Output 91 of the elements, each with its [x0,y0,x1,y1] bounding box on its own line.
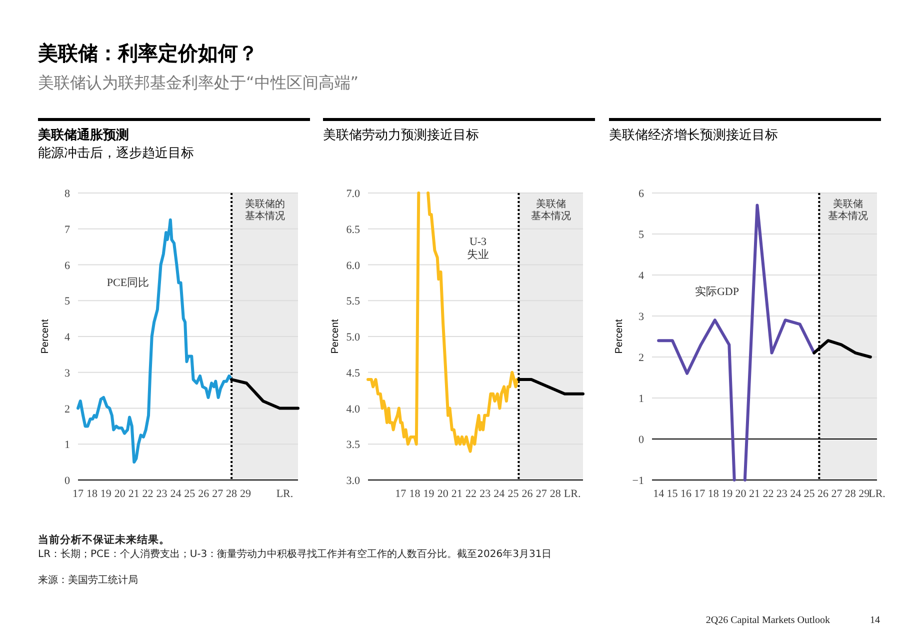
x-tick-label: 26 [198,488,210,500]
text: 2Q26 Capital Markets Outlook [706,615,830,626]
y-tick-label: 5.0 [346,332,360,344]
x-tick-label: 26 [818,488,830,500]
y-tick-label: 5.5 [346,296,360,308]
x-tick-label: 17 [72,488,84,500]
x-tick-label: 28 [550,488,562,500]
y-tick-label: 1 [638,393,644,405]
y-tick-label: 3 [64,367,70,380]
chart-title: 美联储劳动力预测接近目标 [323,127,479,143]
chart-subtitle: 能源冲击后，逐步趋近目标 [38,146,194,161]
y-tick-label: 4 [64,332,70,344]
y-tick-label: 7 [64,224,70,236]
x-tick-label: 20 [114,488,126,500]
x-tick-label: 24 [790,488,802,500]
x-tick-label: 21 [451,488,462,500]
annotation: U-3 失业 [467,236,489,262]
x-tick-label: 21 [748,488,760,500]
y-tick-label: 3.5 [346,439,360,452]
x-tick-label: 25 [184,488,196,500]
text: 美联储：利率定价如何？ [37,41,258,65]
x-tick-label: 16 [680,488,692,500]
y-tick-label: 0 [64,475,70,487]
annotation: 实际GDP [694,285,740,298]
x-tick-label: 14 [653,488,665,500]
y-tick-label: 6.0 [346,260,360,272]
x-tick-label: 24 [170,488,182,500]
x-tick-label: 29 [240,488,252,500]
x-tick-label: 20 [735,488,747,500]
x-tick-label: 19 [423,488,435,500]
x-tick-label: 19 [722,488,734,500]
y-tick-label: 3.0 [346,475,360,487]
x-tick-label: 27 [536,488,548,500]
y-tick-label: 6.5 [346,224,360,236]
band-label: 美联储的基本情况 [244,198,285,222]
y-tick-label: 4 [638,270,644,282]
x-tick-label: 23 [776,488,788,500]
band-label: 美联储基本情况 [530,198,571,222]
y-tick-label: 5 [64,296,70,308]
text: 14 [870,615,880,626]
y-axis-title: Percent [40,319,51,354]
x-tick-label: 28 [844,488,856,500]
x-tick-label: 27 [831,488,843,500]
x-tick-label: 25 [508,488,520,500]
chart-title: 美联储经济增长预测接近目标 [609,127,778,143]
y-tick-label: 3 [638,311,644,323]
line-series [76,218,234,464]
x-tick-label: 20 [437,488,449,500]
chart-title: 美联储通胀预测 [37,127,129,143]
x-tick-label: 25 [804,488,816,500]
y-tick-label: −1 [632,475,644,487]
x-tick-label: LR. [276,488,294,500]
x-tick-label: 22 [465,488,476,500]
x-tick-label: 22 [762,488,774,500]
x-tick-label: 28 [226,488,238,500]
y-tick-label: 2 [638,352,644,364]
y-tick-label: 0 [638,434,644,446]
x-tick-label: 17 [694,488,706,500]
x-tick-label: 17 [395,488,407,500]
y-axis-title: Percent [330,319,341,354]
x-tick-label: 15 [666,488,678,500]
x-tick-label: 26 [522,488,534,500]
x-tick-label: 19 [100,488,112,500]
x-tick-label: 24 [494,488,506,500]
x-tick-label: 22 [142,488,154,500]
y-tick-label: 1 [64,439,70,452]
text: 当前分析不保证未来结果。 [38,533,170,546]
y-tick-label: 5 [638,229,644,241]
band-label: 美联储基本情况 [828,198,868,222]
x-tick-label: 21 [128,488,140,500]
x-tick-label: 18 [86,488,98,500]
y-tick-label: 6 [64,260,70,272]
y-tick-label: 7.0 [346,188,360,200]
x-tick-label: 27 [212,488,224,500]
x-tick-label: 23 [156,488,168,500]
y-tick-label: 4.5 [346,367,360,380]
y-axis-title: Percent [614,319,625,354]
x-tick-label: 29 [858,488,870,500]
x-tick-label: LR. [564,488,581,500]
y-tick-label: 4.0 [346,403,360,416]
text: 美联储认为联邦基金利率处于“中性区间高端” [38,73,359,92]
y-tick-label: 2 [64,403,70,416]
annotation: PCE同比 [106,276,150,289]
x-tick-label: LR. [868,488,886,500]
y-tick-label: 8 [64,188,70,200]
source-note: 来源：美国劳工统计局 [38,574,138,586]
x-tick-label: 23 [480,488,492,500]
x-tick-label: 18 [409,488,421,500]
y-tick-label: 6 [638,188,644,200]
text: LR：长期；PCE：个人消费支出；U-3：衡量劳动力中积极寻找工作并有空工作的人数百分比。截至2026年3月31日 [38,548,552,560]
x-tick-label: 18 [708,488,720,500]
